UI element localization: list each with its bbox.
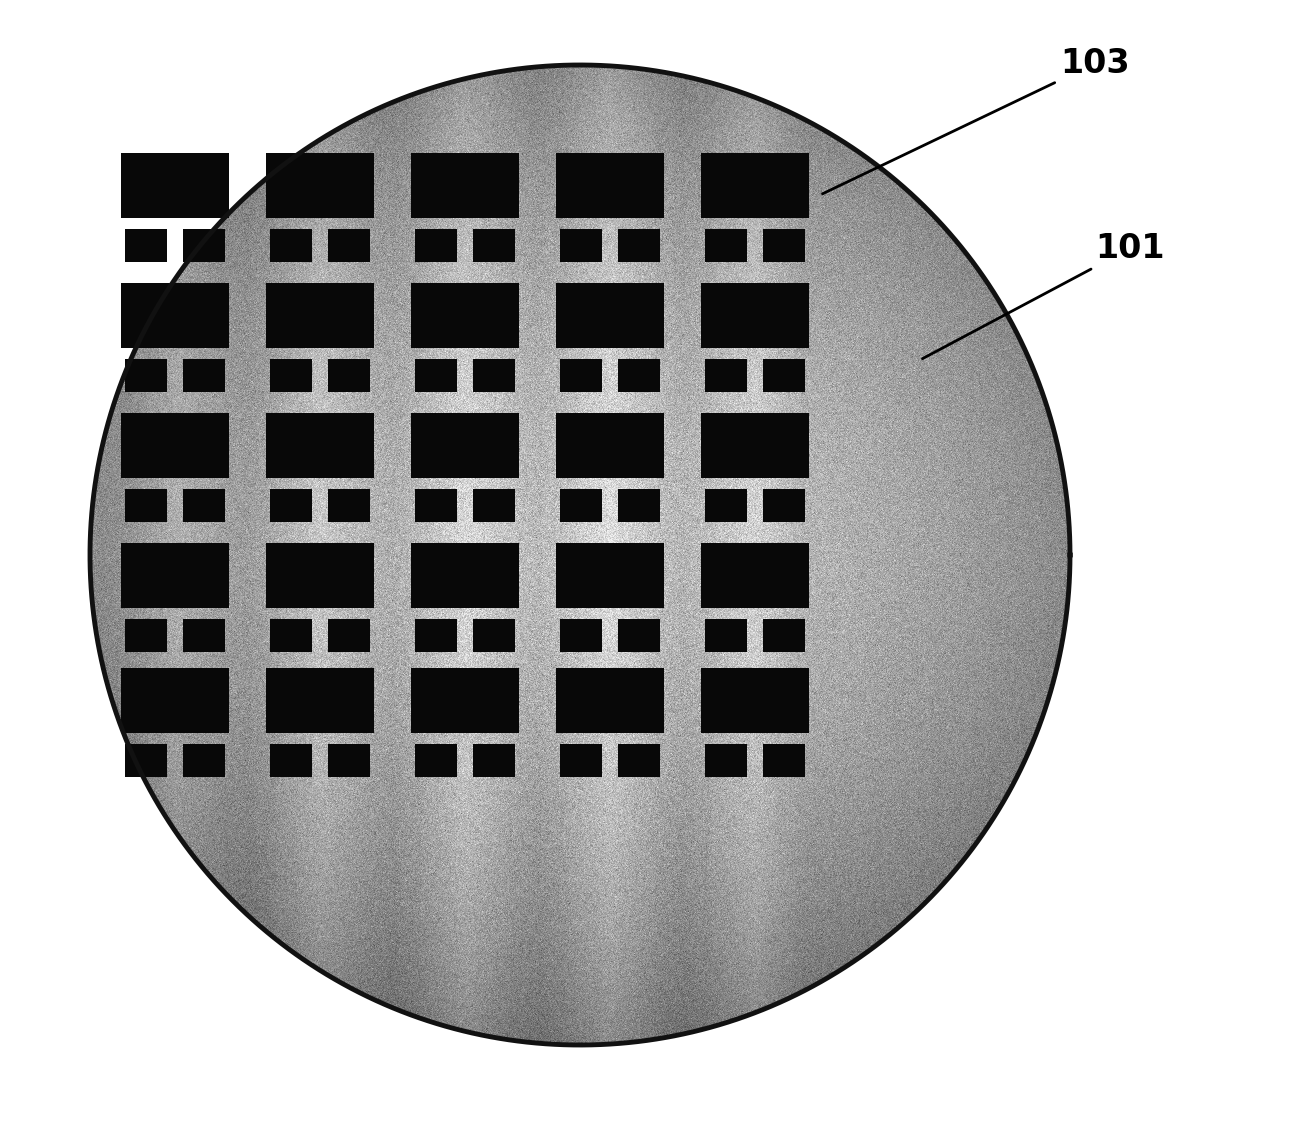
- Bar: [415, 359, 456, 391]
- Bar: [560, 744, 603, 777]
- Bar: [705, 619, 747, 652]
- Bar: [270, 489, 312, 522]
- Bar: [184, 744, 225, 777]
- Bar: [763, 619, 806, 652]
- Bar: [705, 489, 747, 522]
- Bar: [125, 489, 167, 522]
- Bar: [122, 668, 229, 734]
- Bar: [701, 413, 809, 478]
- Bar: [415, 229, 456, 262]
- Bar: [473, 359, 515, 391]
- Bar: [122, 284, 229, 348]
- Text: 103: 103: [822, 47, 1130, 193]
- Bar: [328, 229, 370, 262]
- Bar: [560, 489, 603, 522]
- Bar: [411, 543, 518, 608]
- Bar: [618, 744, 659, 777]
- Bar: [328, 359, 370, 391]
- Bar: [618, 489, 659, 522]
- Bar: [560, 229, 603, 262]
- Bar: [125, 229, 167, 262]
- Bar: [122, 413, 229, 478]
- Bar: [473, 229, 515, 262]
- Text: 101: 101: [922, 232, 1165, 359]
- Bar: [763, 744, 806, 777]
- Bar: [705, 229, 747, 262]
- Bar: [556, 413, 665, 478]
- Bar: [184, 619, 225, 652]
- Bar: [701, 668, 809, 734]
- Bar: [328, 744, 370, 777]
- Bar: [556, 668, 665, 734]
- Bar: [415, 619, 456, 652]
- Bar: [270, 619, 312, 652]
- Bar: [705, 744, 747, 777]
- Bar: [556, 153, 665, 218]
- Bar: [415, 744, 456, 777]
- Bar: [763, 359, 806, 391]
- Bar: [763, 229, 806, 262]
- Bar: [184, 489, 225, 522]
- Bar: [618, 229, 659, 262]
- Bar: [473, 619, 515, 652]
- Bar: [184, 359, 225, 391]
- Bar: [473, 489, 515, 522]
- Bar: [560, 619, 603, 652]
- Bar: [270, 359, 312, 391]
- Bar: [556, 543, 665, 608]
- Bar: [556, 284, 665, 348]
- Bar: [266, 153, 374, 218]
- Bar: [266, 284, 374, 348]
- Bar: [270, 229, 312, 262]
- Bar: [763, 489, 806, 522]
- Bar: [411, 153, 518, 218]
- Bar: [266, 668, 374, 734]
- Bar: [705, 359, 747, 391]
- Bar: [125, 744, 167, 777]
- Bar: [618, 359, 659, 391]
- Bar: [701, 543, 809, 608]
- Bar: [411, 413, 518, 478]
- Bar: [266, 543, 374, 608]
- Bar: [125, 359, 167, 391]
- Bar: [411, 284, 518, 348]
- Bar: [266, 413, 374, 478]
- Bar: [411, 668, 518, 734]
- Bar: [122, 153, 229, 218]
- Bar: [125, 619, 167, 652]
- Bar: [701, 284, 809, 348]
- Bar: [415, 489, 456, 522]
- Bar: [701, 153, 809, 218]
- Bar: [618, 619, 659, 652]
- Bar: [184, 229, 225, 262]
- Bar: [473, 744, 515, 777]
- Bar: [122, 543, 229, 608]
- Bar: [560, 359, 603, 391]
- Bar: [270, 744, 312, 777]
- Bar: [328, 619, 370, 652]
- Bar: [328, 489, 370, 522]
